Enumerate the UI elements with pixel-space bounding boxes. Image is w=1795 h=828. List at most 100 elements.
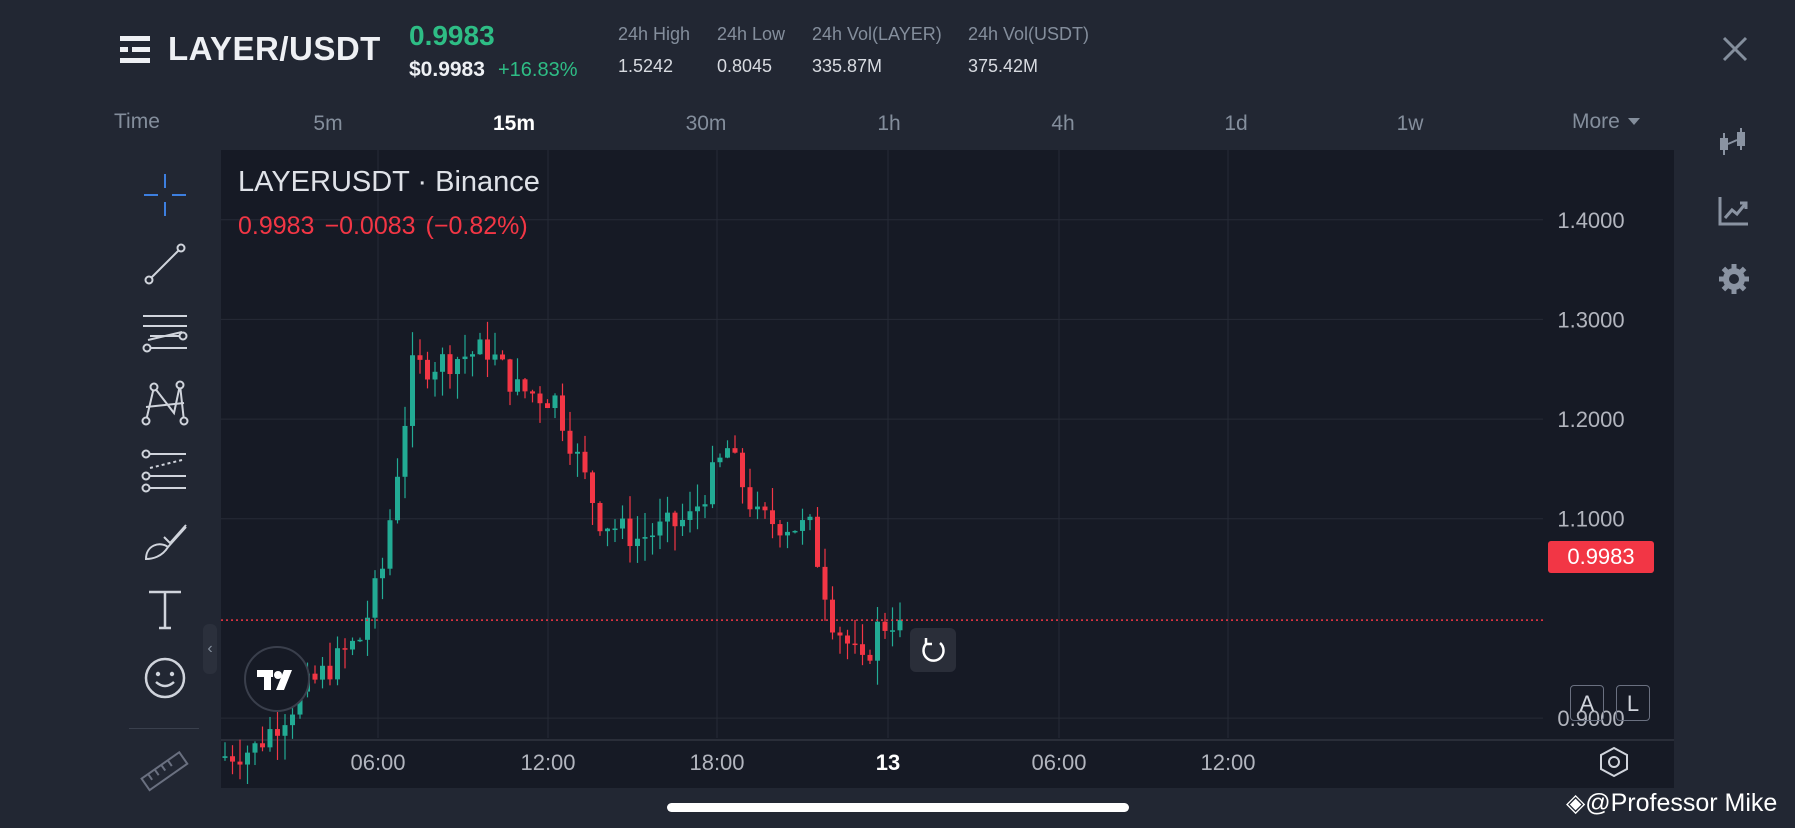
reset-chart-button[interactable] [910,628,956,672]
tradingview-logo[interactable] [244,646,310,712]
interval-5m[interactable]: 5m [313,112,343,135]
candle-body [515,379,520,392]
candle-body [222,756,228,758]
pair-title[interactable]: LAYER/USDT [168,30,381,67]
stat-value: 375.42M [968,56,1039,76]
x-tick-label: 18:00 [689,750,744,775]
candle-body [545,403,550,409]
candle-body [462,356,468,360]
x-tick-label: 06:00 [1031,750,1086,775]
ohlc-readout: 0.9983 −0.0083 (−0.82%) [238,212,538,241]
candle-body [485,339,490,360]
candle-body [500,354,505,360]
candlestick-chart[interactable]: 1.4000 1.3000 1.2000 1.1000 0.9000 06:00 12:0… [221,150,1674,788]
candle-body [530,391,535,394]
candle-body [335,648,340,680]
chart-area[interactable]: 1.4000 1.3000 1.2000 1.1000 0.9000 06:00 12:0… [221,150,1674,788]
interval-1d[interactable]: 1d [1224,112,1248,135]
menu-icon[interactable] [120,34,152,66]
x-tick-label: 12:00 [1200,750,1255,775]
y-tick-label: 0.9000 [1557,706,1624,731]
candle-body [875,621,880,661]
candle-body [882,621,888,631]
symbol-title[interactable]: LAYERUSDT · Binance [238,166,540,198]
trend-line-icon[interactable] [140,239,190,289]
candle-body [432,371,438,380]
crosshair-icon[interactable] [140,170,190,220]
interval-30m[interactable]: 30m [685,112,727,135]
emoji-icon[interactable] [140,653,190,703]
stat-value: 1.5242 [618,56,674,76]
indicators-icon[interactable] [1717,194,1751,228]
candle-body [455,359,460,375]
candle-body [755,506,760,510]
candle-body [312,673,318,680]
interval-1w[interactable]: 1w [1396,112,1424,135]
candle-body [417,355,423,360]
stat-label: 24h Vol(LAYER) [812,24,942,44]
candle-body [590,472,595,504]
stat-24h-high: 24h High 1.5242 [618,24,690,77]
candle-body [740,452,745,488]
interval-15m[interactable]: 15m [492,112,536,135]
current-price-tag: 0.9983 [1548,541,1654,573]
candle-body [890,630,895,632]
candle-body [845,635,850,644]
candle-body [350,640,355,650]
settings-gear-icon[interactable] [1717,262,1751,296]
binance-diamond-icon: ◈ [1566,789,1586,817]
text-tool-icon[interactable] [140,584,190,634]
interval-1h[interactable]: 1h [877,112,901,135]
home-indicator[interactable] [667,803,1129,812]
brush-icon[interactable] [140,515,190,565]
interval-4h[interactable]: 4h [1051,112,1075,135]
candle-body [560,395,565,431]
chart-grid [221,150,1674,741]
candle-body [612,528,618,531]
candle-body [830,599,835,633]
candle-body [327,665,333,680]
candle-body [402,425,408,477]
collapse-toolbar-handle[interactable]: ‹ [203,624,217,674]
candle-body [837,632,843,636]
candlestick-type-icon[interactable] [1717,126,1751,160]
pattern-icon[interactable] [140,377,190,427]
candle-body [627,518,633,547]
candle-body [507,359,513,392]
ohlc-price: 0.9983 [238,212,315,240]
prediction-icon[interactable] [140,446,190,496]
candle-body [425,359,430,380]
candle-body [597,503,603,532]
auto-scale-button[interactable]: A [1570,685,1604,721]
ruler-icon[interactable] [140,742,190,792]
candle-body [747,487,753,510]
candle-body [785,531,790,536]
more-intervals-button[interactable]: More [1572,110,1640,134]
close-icon[interactable] [1718,32,1752,66]
candle-body [860,644,865,655]
candle-body [635,538,640,547]
candle-body [380,568,385,579]
interval-time-label[interactable]: Time [114,110,160,133]
candle-body [387,520,393,569]
fib-retracement-icon[interactable] [140,308,190,358]
candle-body [260,743,265,748]
candle-body [357,639,363,642]
candle-body [237,761,243,765]
candle-body [365,617,370,640]
price-axis[interactable]: 1.4000 1.3000 1.2000 1.1000 0.9000 [1557,208,1624,731]
candle-body [282,725,288,736]
candle-body [252,743,258,753]
candle-body [567,430,573,454]
stat-24h-low: 24h Low 0.8045 [717,24,785,77]
candles [222,321,903,785]
x-tick-label: 13 [876,750,900,775]
candle-body [680,519,685,527]
candle-body [897,620,903,631]
candle-body [650,535,655,538]
log-scale-button[interactable]: L [1616,685,1650,721]
time-axis[interactable]: 06:00 12:00 18:00 13 06:00 12:00 [350,750,1255,775]
axis-settings-icon[interactable] [1596,744,1632,780]
candle-body [230,756,235,762]
stat-label: 24h Low [717,24,786,44]
